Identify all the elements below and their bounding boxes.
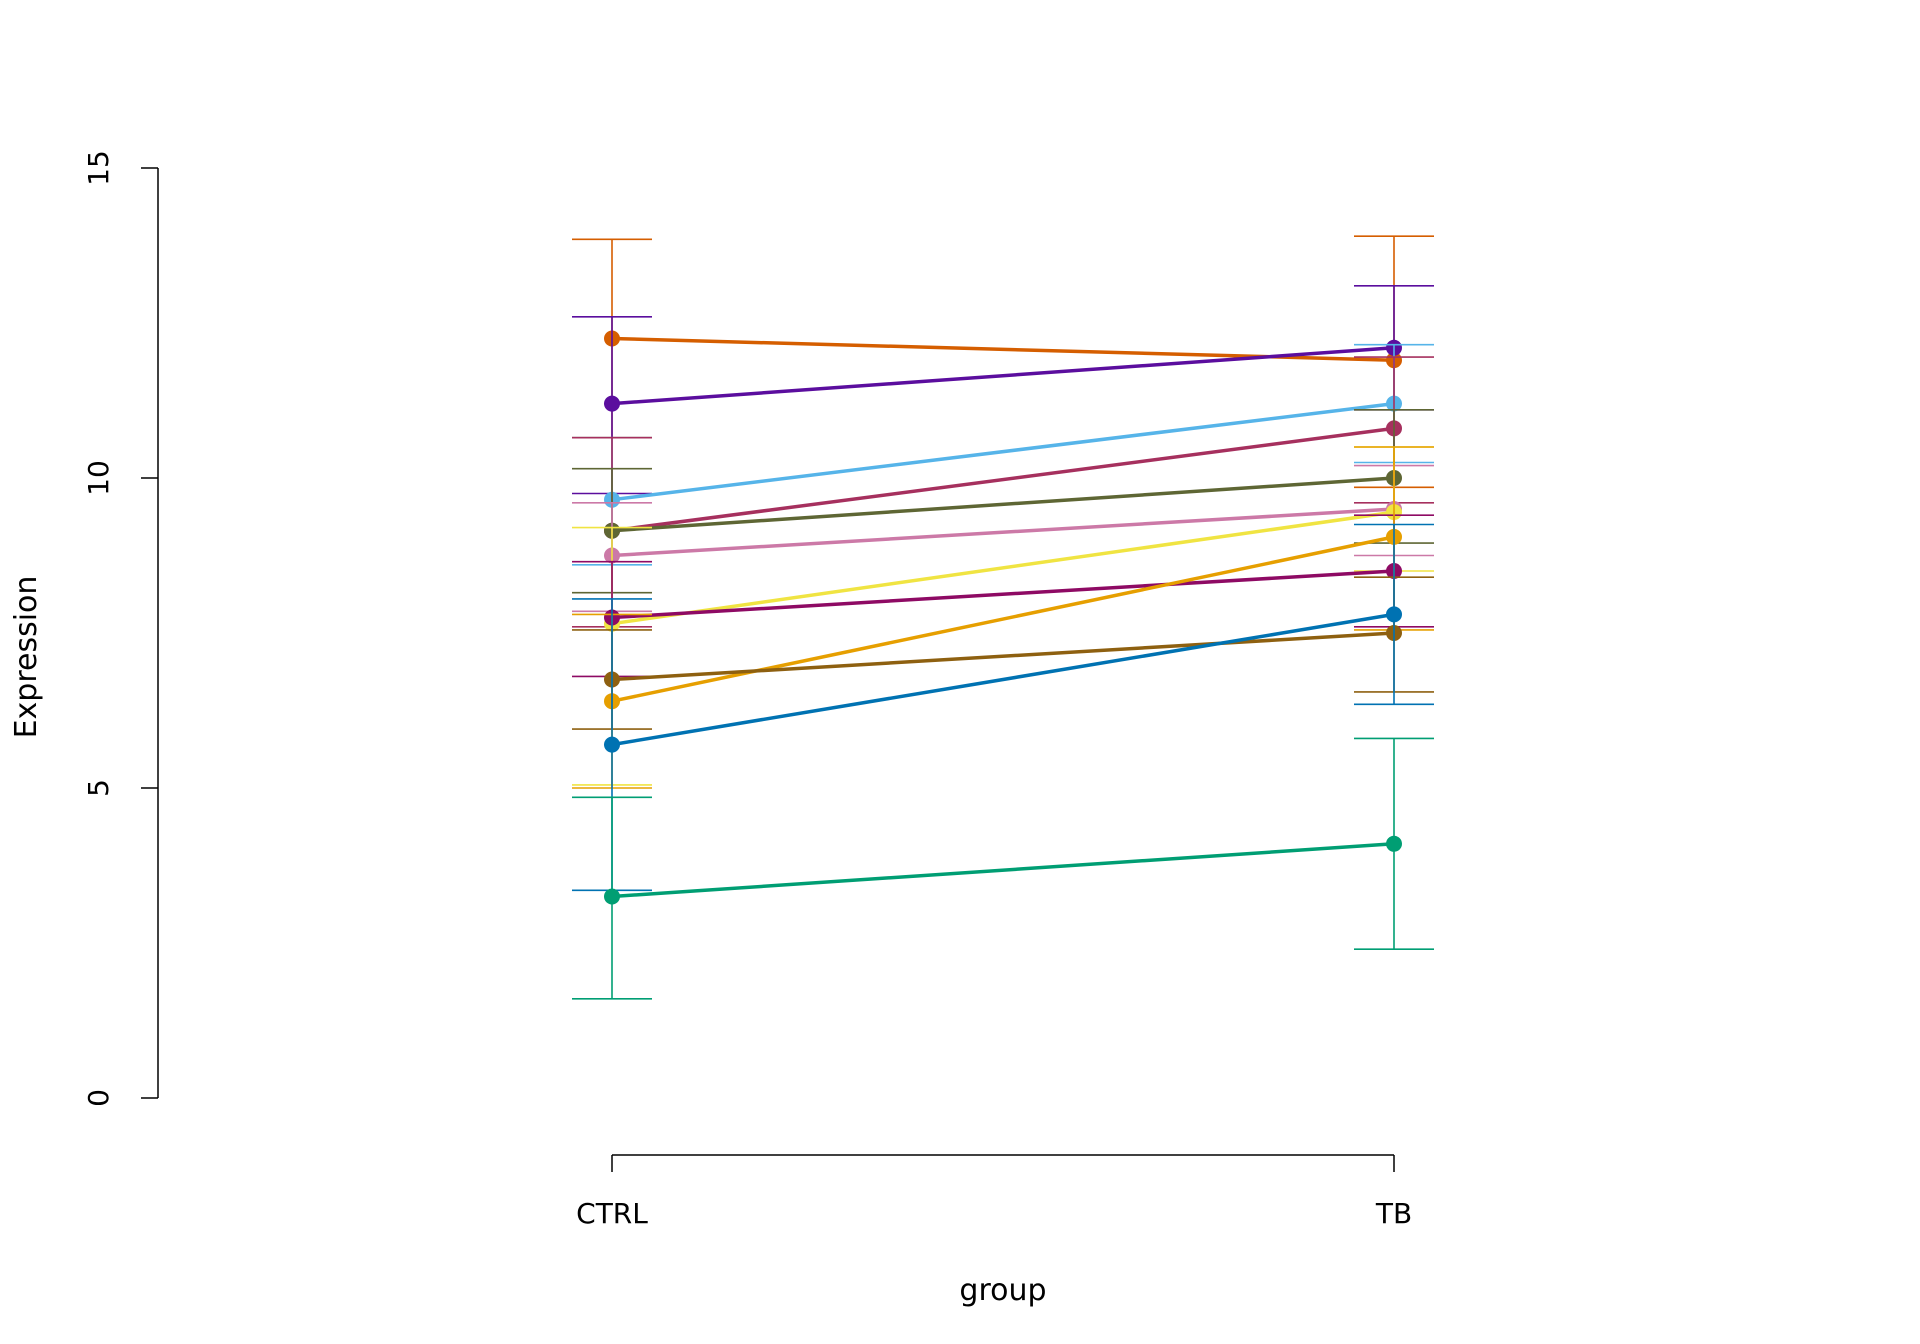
series-line bbox=[611, 476, 1395, 533]
x-axis: CTRL TB bbox=[576, 1154, 1412, 1230]
series-11 bbox=[572, 523, 1434, 892]
data-point bbox=[604, 888, 620, 905]
x-axis-title: group bbox=[959, 1273, 1046, 1308]
y-axis-title: Expression bbox=[9, 576, 44, 739]
y-tick-label: 5 bbox=[82, 779, 115, 797]
y-tick-label: 15 bbox=[82, 150, 115, 186]
series-2 bbox=[572, 284, 1434, 495]
series-line bbox=[611, 426, 1395, 533]
y-tick-label: 10 bbox=[82, 460, 115, 496]
series-12 bbox=[572, 737, 1434, 1000]
series-line bbox=[611, 842, 1395, 899]
series-line bbox=[611, 507, 1395, 558]
data-point bbox=[604, 736, 620, 753]
data-point bbox=[604, 395, 620, 412]
series-1 bbox=[572, 235, 1434, 489]
series-layer bbox=[572, 235, 1434, 1000]
series-8 bbox=[572, 514, 1434, 678]
series-7 bbox=[572, 446, 1434, 786]
series-line bbox=[611, 631, 1395, 682]
x-tick-label: CTRL bbox=[576, 1197, 648, 1230]
series-10 bbox=[572, 576, 1434, 730]
series-5 bbox=[572, 408, 1434, 594]
series-line bbox=[611, 346, 1395, 406]
y-axis: 0 5 10 15 bbox=[82, 150, 159, 1107]
series-line bbox=[611, 612, 1395, 747]
series-line bbox=[611, 535, 1395, 703]
data-point bbox=[1386, 835, 1402, 852]
series-line bbox=[611, 569, 1395, 620]
series-line bbox=[611, 510, 1395, 626]
y-tick-label: 0 bbox=[82, 1089, 115, 1107]
series-9 bbox=[572, 446, 1434, 789]
series-line bbox=[611, 401, 1395, 502]
data-point bbox=[1386, 606, 1402, 623]
x-tick-label: TB bbox=[1375, 1197, 1412, 1230]
